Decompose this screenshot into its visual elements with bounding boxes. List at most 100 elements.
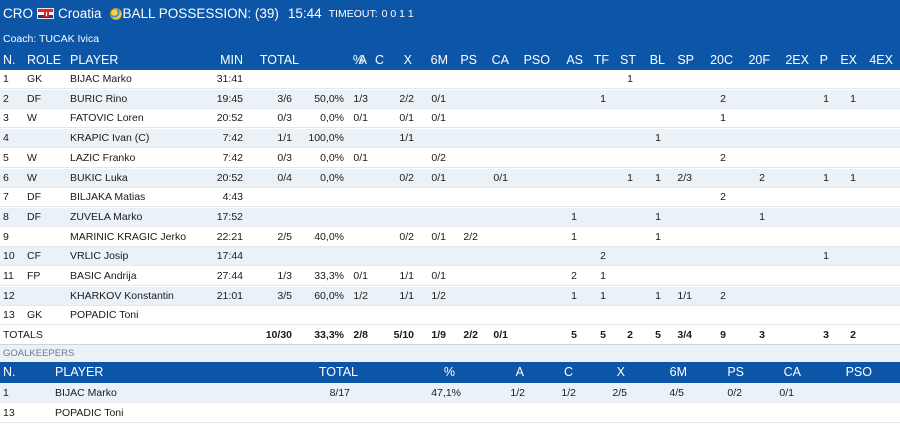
table-row[interactable]: 4 KRAPIC Ivan (C) 7:42 1/1 100,0% 1/1 1 <box>0 129 900 149</box>
column-header[interactable]: PS <box>460 53 477 67</box>
totals-cell: 2/8 <box>353 329 368 342</box>
column-header[interactable]: C <box>374 53 384 67</box>
column-header[interactable]: SP <box>677 53 694 67</box>
column-header[interactable]: 6M <box>669 365 687 379</box>
totals-cell: 2 <box>850 329 856 342</box>
column-header[interactable]: PSO <box>845 365 872 379</box>
stat-cell: 1/2 <box>431 289 446 302</box>
stat-cell: 0/1 <box>353 270 368 282</box>
stat-cell: 100,0% <box>308 132 344 145</box>
stat-cell: 2/5 <box>612 387 627 399</box>
goalkeeper-row[interactable]: 1 BIJAC Marko 8/17 47,1% 1/2 1/2 2/5 4/5 0/2 0/1 <box>0 383 900 403</box>
totals-cell: 10/30 <box>265 329 292 342</box>
column-header[interactable]: 20F <box>748 53 770 67</box>
totals-cell: 1/9 <box>431 329 446 342</box>
column-header[interactable]: P <box>819 53 828 67</box>
stat-cell: 2 <box>571 270 577 282</box>
column-header[interactable]: CA <box>491 53 509 67</box>
table-row[interactable]: 7 DF BILJAKA Matias 4:43 2 <box>0 188 900 208</box>
column-header[interactable]: PLAYER <box>55 365 104 379</box>
stat-cell: 0/2 <box>399 230 414 243</box>
column-header[interactable]: ST <box>620 53 636 67</box>
stat-cell: 1/2 <box>561 387 576 399</box>
stat-cell: 11 <box>3 270 14 282</box>
table-row[interactable]: 11 FP BASIC Andrija 27:44 1/3 33,3% 0/1 1/1 0/1 2… <box>0 267 900 286</box>
stat-cell: 2 <box>720 289 726 302</box>
player-name: BURIC Rino <box>70 92 128 105</box>
table-row[interactable]: 13 GK POPADIC Toni <box>0 306 900 326</box>
player-name: KRAPIC Ivan (C) <box>70 132 150 145</box>
table-row[interactable]: 6 W BUKIC Luka 20:52 0/4 0,0% 0/2 0/1 0/1 1 1 2/3 2 1… <box>0 168 900 188</box>
column-header[interactable]: % <box>443 365 455 379</box>
column-header[interactable]: PSO <box>523 53 550 67</box>
player-name: LAZIC Franko <box>70 151 136 164</box>
column-header[interactable]: ROLE <box>27 53 62 67</box>
stat-cell: 1 <box>571 230 577 243</box>
stat-cell: 20:52 <box>216 112 243 125</box>
stat-cell: 0/1 <box>493 171 508 184</box>
table-row[interactable]: 3 W FATOVIC Loren 20:52 0/3 0,0% 0/1 0/1 0/1 1 <box>0 109 900 129</box>
player-name: BUKIC Luka <box>70 171 128 184</box>
stat-cell: 0/1 <box>431 112 446 125</box>
stat-cell: 0/1 <box>399 112 414 125</box>
stat-cell: 20:52 <box>216 171 243 184</box>
column-header[interactable]: 2EX <box>785 53 809 67</box>
column-header[interactable]: EX <box>840 53 857 67</box>
player-name: BIJAC Marko <box>55 387 117 399</box>
stat-cell: 0/1 <box>353 112 368 125</box>
column-header[interactable]: X <box>616 365 625 379</box>
stat-cell: GK <box>27 309 43 322</box>
column-header[interactable]: A <box>515 365 524 379</box>
column-header[interactable]: BL <box>649 53 665 67</box>
column-header[interactable]: 4EX <box>869 53 893 67</box>
table-header: N. ROLE PLAYER MIN TOTAL% A C X 6M PS CA PSO AS TF ST B… <box>0 51 900 70</box>
stat-cell: 27:44 <box>216 270 243 282</box>
column-header[interactable]: % <box>352 53 364 67</box>
table-row[interactable]: 10 CF VRLIC Josip 17:44 2 1 <box>0 247 900 267</box>
stat-cell: 5 <box>3 151 9 164</box>
goalkeepers-section-title: GOALKEEPERS <box>0 344 900 362</box>
table-row[interactable]: 9 MARINIC KRAGIC Jerko 22:21 2/5 40,0% 0/2 0/1… <box>0 228 900 247</box>
table-row[interactable]: 5 W LAZIC Franko 7:42 0/3 0,0% 0/1 0/2 2 <box>0 149 900 168</box>
stat-cell: 4:43 <box>222 191 243 204</box>
column-header[interactable]: N. <box>3 365 16 379</box>
stat-cell: 6 <box>3 171 9 184</box>
stat-cell: 12 <box>3 289 15 302</box>
stat-cell: 2/2 <box>399 92 414 105</box>
table-row[interactable]: 8 DF ZUVELA Marko 17:52 1 1 1 <box>0 207 900 227</box>
stat-cell: 1 <box>600 270 606 282</box>
column-header[interactable]: X <box>403 53 412 67</box>
column-header[interactable]: CA <box>783 365 801 379</box>
column-header[interactable]: A <box>358 53 367 67</box>
column-header[interactable]: PS <box>727 365 744 379</box>
column-header[interactable]: PLAYER <box>70 53 119 67</box>
goalkeeper-row[interactable]: 13 POPADIC Toni <box>0 403 900 423</box>
column-header[interactable]: AS <box>566 53 583 67</box>
column-header[interactable]: TOTAL <box>318 365 358 379</box>
column-header[interactable]: TOTAL <box>259 53 299 67</box>
table-row[interactable]: 1 GK BIJAC Marko 31:41 1 <box>0 70 900 89</box>
stat-cell: 0/2 <box>399 171 414 184</box>
stat-cell: 0/1 <box>431 92 446 105</box>
stat-cell: 8/17 <box>329 387 350 399</box>
totals-cell: 9 <box>720 329 726 342</box>
totals-label: TOTALS <box>3 329 43 342</box>
totals-cell: 2 <box>627 329 633 342</box>
column-header[interactable]: TF <box>593 53 609 67</box>
table-row[interactable]: 2 DF BURIC Rino 19:45 3/6 50,0% 1/3 2/2 0/1 1 2 1 1 <box>0 89 900 109</box>
stat-cell: 22:21 <box>216 230 243 243</box>
table-row[interactable]: 12 KHARKOV Konstantin 21:01 3/5 60,0% 1/2 1/1 1… <box>0 286 900 306</box>
column-header[interactable]: 6M <box>430 53 448 67</box>
stat-cell: 1 <box>850 92 856 105</box>
stat-cell: 1 <box>655 210 661 223</box>
column-header[interactable]: C <box>563 365 573 379</box>
player-name: BASIC Andrija <box>70 270 137 282</box>
stat-cell: 21:01 <box>216 289 243 302</box>
ball-icon <box>109 7 122 20</box>
column-header[interactable]: MIN <box>220 53 243 67</box>
column-header[interactable]: 20C <box>710 53 733 67</box>
stat-cell: 47,1% <box>431 387 461 399</box>
stat-cell: GK <box>27 73 43 85</box>
column-header[interactable]: N. <box>3 53 16 67</box>
player-name: POPADIC Toni <box>55 407 124 419</box>
